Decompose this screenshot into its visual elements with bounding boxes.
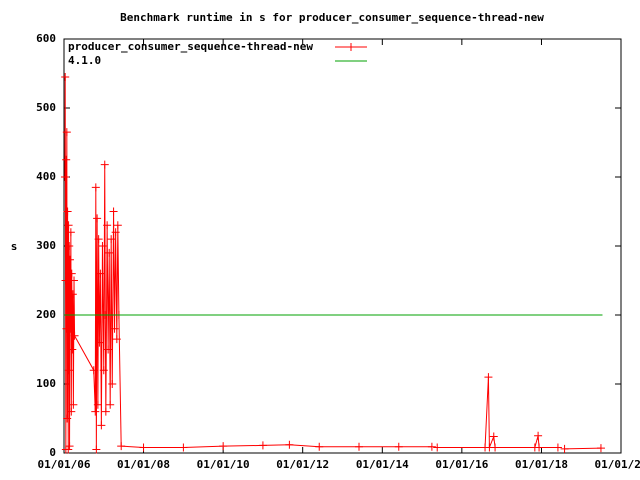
point-marker — [553, 443, 562, 452]
series-line — [437, 377, 558, 448]
y-tick-label: 100 — [36, 377, 56, 390]
point-marker — [97, 421, 106, 430]
point-marker — [258, 441, 267, 450]
point-marker — [96, 269, 105, 278]
point-marker — [285, 440, 294, 449]
point-marker — [93, 214, 102, 223]
plot-frame — [63, 38, 622, 454]
point-marker — [596, 444, 605, 453]
x-tick-label: 01/01/14 — [356, 458, 409, 471]
point-marker — [66, 228, 75, 237]
x-tick-label: 01/01/18 — [515, 458, 568, 471]
y-tick-label: 400 — [36, 170, 56, 183]
point-marker — [105, 248, 114, 257]
x-tick-label: 01/01/16 — [435, 458, 488, 471]
point-marker — [139, 443, 148, 452]
point-marker — [179, 443, 188, 452]
point-marker — [67, 407, 76, 416]
point-marker — [65, 442, 74, 451]
y-tick-label: 500 — [36, 101, 56, 114]
point-marker — [93, 400, 102, 409]
point-marker — [68, 345, 77, 354]
point-marker — [68, 290, 77, 299]
point-marker — [107, 235, 116, 244]
point-marker — [62, 155, 71, 164]
point-marker — [70, 331, 79, 340]
point-marker — [94, 235, 103, 244]
x-tick-label: 01/01/06 — [38, 458, 91, 471]
point-marker — [98, 242, 107, 250]
point-marker — [103, 221, 112, 230]
point-marker — [106, 400, 115, 409]
point-marker — [110, 324, 119, 333]
point-marker — [535, 443, 544, 452]
series-line — [564, 447, 601, 450]
point-marker — [560, 444, 569, 453]
point-marker — [100, 160, 109, 169]
point-marker — [65, 255, 74, 264]
legend-label: producer_consumer_sequence-thread-new — [68, 40, 313, 53]
y-axis-label: s — [11, 240, 18, 253]
y-tick-label: 0 — [49, 446, 56, 459]
point-marker — [109, 207, 118, 216]
point-marker — [63, 414, 72, 423]
point-marker — [219, 442, 228, 451]
point-marker — [91, 407, 100, 416]
point-marker — [355, 442, 364, 451]
point-marker — [64, 221, 73, 230]
point-marker — [489, 432, 498, 441]
legend-label: 4.1.0 — [68, 54, 101, 67]
point-marker — [491, 443, 500, 452]
point-marker — [66, 324, 75, 333]
point-marker — [117, 442, 126, 451]
y-tick-label: 200 — [36, 308, 56, 321]
point-marker — [91, 183, 100, 192]
point-marker — [69, 400, 78, 409]
point-marker — [92, 445, 101, 454]
point-marker — [61, 72, 70, 81]
point-marker — [113, 221, 122, 230]
y-tick-label: 300 — [36, 239, 56, 252]
point-marker — [67, 269, 76, 278]
point-marker — [61, 276, 70, 285]
series-line — [64, 76, 432, 450]
point-marker — [64, 445, 73, 454]
x-tick-label: 01/01/08 — [117, 458, 170, 471]
point-marker — [112, 335, 121, 344]
y-tick-label: 600 — [36, 32, 56, 45]
legend-marker — [347, 43, 355, 51]
point-marker — [89, 366, 98, 375]
point-marker — [62, 128, 71, 137]
point-marker — [99, 366, 108, 375]
point-marker — [427, 442, 436, 451]
x-tick-label: 01/01/12 — [276, 458, 329, 471]
point-marker — [104, 345, 113, 354]
point-marker — [101, 407, 110, 416]
point-marker — [65, 242, 74, 250]
point-marker — [433, 443, 442, 452]
point-marker — [315, 442, 324, 451]
point-marker — [108, 380, 117, 388]
point-marker — [394, 442, 403, 451]
point-marker — [60, 173, 69, 181]
point-marker — [70, 276, 79, 285]
point-marker — [95, 338, 104, 347]
x-tick-label: 01/01/10 — [197, 458, 250, 471]
point-marker — [64, 366, 73, 375]
chart-title: Benchmark runtime in s for producer_cons… — [120, 11, 544, 24]
point-marker — [111, 228, 120, 237]
point-marker — [484, 373, 493, 382]
point-marker — [63, 207, 72, 216]
x-tick-label: 01/01/20 — [595, 458, 640, 471]
point-marker — [534, 431, 543, 440]
